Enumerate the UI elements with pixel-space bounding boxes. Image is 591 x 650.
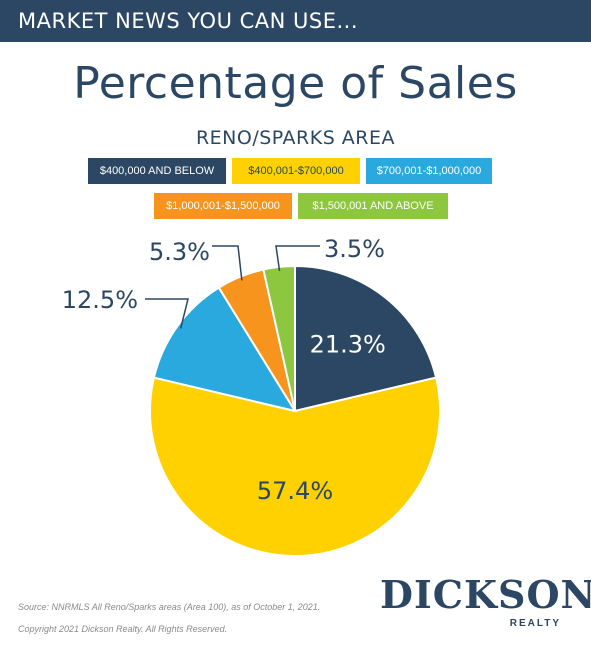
label-700k-1m: 12.5% xyxy=(62,286,138,314)
leader-line-1-5m-and-above xyxy=(275,245,320,271)
label-1m-1-5m: 5.3% xyxy=(149,238,210,266)
legend-item-1m-1-5m: $1,000,001-$1,500,000 xyxy=(154,193,292,219)
label-400k-and-below: 21.3% xyxy=(310,330,386,358)
label-400k-700k: 57.4% xyxy=(257,477,333,505)
dickson-realty-logo: DICKSON REALTY xyxy=(380,572,591,632)
chart-title: Percentage of Sales xyxy=(73,58,518,109)
slice-400k-700k xyxy=(149,376,441,557)
header-banner: MARKET NEWS YOU CAN USE... xyxy=(0,0,591,42)
legend-item-700k-1m: $700,001-$1,000,000 xyxy=(366,158,492,184)
slice-700k-1m xyxy=(152,286,298,413)
copyright-note: Copyright 2021 Dickson Realty. All Right… xyxy=(18,624,228,634)
legend-item-400k-and-below: $400,000 AND BELOW xyxy=(88,158,226,184)
legend-item-400k-700k: $400,001-$700,000 xyxy=(232,158,360,184)
logo-wordmark: DICKSON xyxy=(380,572,591,617)
label-1-5m-and-above: 3.5% xyxy=(324,235,385,263)
leader-line-1m-1-5m xyxy=(212,245,243,281)
logo-subtext: REALTY xyxy=(509,618,561,629)
leader-line-700k-1m xyxy=(145,298,189,329)
chart-subtitle: RENO/SPARKS AREA xyxy=(195,127,396,149)
source-note: Source: NNRMLS All Reno/Sparks areas (Ar… xyxy=(18,602,321,612)
legend-item-1-5m-and-above: $1,500,001 AND ABOVE xyxy=(298,193,448,219)
slice-400k-and-below xyxy=(294,264,438,413)
